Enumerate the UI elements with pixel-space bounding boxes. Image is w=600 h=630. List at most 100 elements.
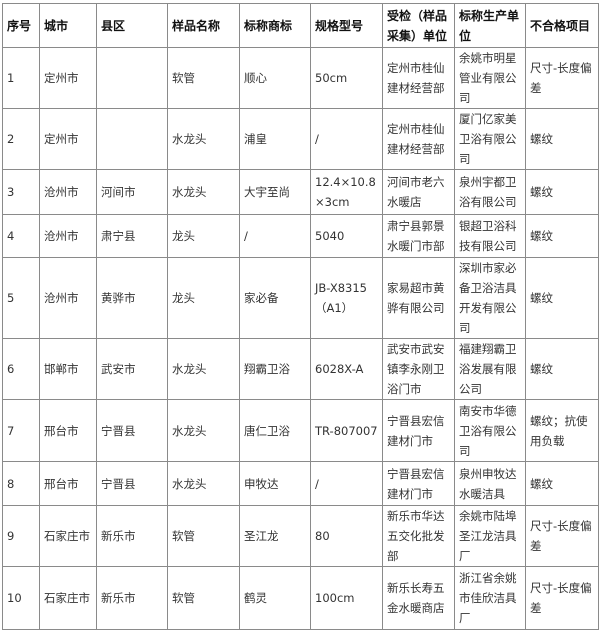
cell-serial-number: 3 <box>2 169 40 215</box>
table-row: 8 邢台市 宁晋县 水龙头 申牧达 / 宁晋县宏信建材门市 泉州申牧达水暖洁具 螺纹 <box>2 461 599 506</box>
cell-serial-number: 8 <box>2 461 40 506</box>
cell-city: 邢台市 <box>39 399 97 462</box>
cell-failed-items: 螺纹；抗使用负载 <box>525 399 599 462</box>
cell-manufacturer: 厦门亿家美卫浴有限公司 <box>454 108 526 170</box>
cell-city: 定州市 <box>39 47 97 109</box>
cell-sample-name: 软管 <box>167 566 240 630</box>
table-row: 6 邯郸市 武安市 水龙头 翔霸卫浴 6028X-A 武安市武安镇李永刚卫浴门市 福建翔霸卫浴… <box>2 338 599 400</box>
cell-district: 宁晋县 <box>96 399 168 462</box>
cell-sample-name: 水龙头 <box>167 169 240 215</box>
cell-trademark: 顺心 <box>239 47 311 109</box>
cell-inspected-unit: 肃宁县郭景水暖门市部 <box>382 214 455 258</box>
table-row: 1 定州市 软管 顺心 50cm 定州市桂仙建材经营部 余姚市明星管业有限公司 尺寸-长度偏差 <box>2 47 599 109</box>
cell-district: 肃宁县 <box>96 214 168 258</box>
cell-city: 邯郸市 <box>39 338 97 400</box>
header-serial-number: 序号 <box>2 3 40 48</box>
cell-manufacturer: 银超卫浴科技有限公司 <box>454 214 526 258</box>
cell-sample-name: 水龙头 <box>167 108 240 170</box>
cell-inspected-unit: 宁晋县宏信建材门市 <box>382 461 455 506</box>
cell-city: 沧州市 <box>39 169 97 215</box>
cell-failed-items: 螺纹 <box>525 461 599 506</box>
cell-failed-items: 螺纹 <box>525 338 599 400</box>
cell-trademark: / <box>239 214 311 258</box>
cell-model-spec: / <box>310 461 383 506</box>
cell-serial-number: 1 <box>2 47 40 109</box>
cell-sample-name: 软管 <box>167 505 240 567</box>
cell-serial-number: 4 <box>2 214 40 258</box>
table-row: 7 邢台市 宁晋县 水龙头 唐仁卫浴 TR-807007 宁晋县宏信建材门市 南安市华德卫浴有… <box>2 399 599 462</box>
cell-model-spec: 80 <box>310 505 383 567</box>
cell-city: 石家庄市 <box>39 505 97 567</box>
cell-trademark: 大宇至尚 <box>239 169 311 215</box>
cell-model-spec: 5040 <box>310 214 383 258</box>
table-row: 9 石家庄市 新乐市 软管 圣江龙 80 新乐市华达五交化批发部 余姚市陆埠圣江龙洁具厂 尺寸-… <box>2 505 599 567</box>
cell-serial-number: 9 <box>2 505 40 567</box>
cell-inspected-unit: 宁晋县宏信建材门市 <box>382 399 455 462</box>
cell-model-spec: 12.4×10.8×3cm <box>310 169 383 215</box>
cell-failed-items: 尺寸-长度偏差 <box>525 505 599 567</box>
cell-serial-number: 7 <box>2 399 40 462</box>
cell-district: 新乐市 <box>96 505 168 567</box>
header-city: 城市 <box>39 3 97 48</box>
cell-district: 黄骅市 <box>96 257 168 339</box>
cell-manufacturer: 泉州申牧达水暖洁具 <box>454 461 526 506</box>
cell-manufacturer: 余姚市明星管业有限公司 <box>454 47 526 109</box>
table-row: 3 沧州市 河间市 水龙头 大宇至尚 12.4×10.8×3cm 河间市老六水暖店 泉州宇都卫… <box>2 169 599 215</box>
cell-inspected-unit: 家易超市黄骅有限公司 <box>382 257 455 339</box>
cell-failed-items: 螺纹 <box>525 169 599 215</box>
header-failed-items: 不合格项目 <box>525 3 599 48</box>
cell-sample-name: 水龙头 <box>167 461 240 506</box>
table-row: 10 石家庄市 新乐市 软管 鹤灵 100cm 新乐长寿五金水暖商店 浙江省余姚市佳欣洁具厂尺… <box>2 566 599 630</box>
cell-trademark: 家必备 <box>239 257 311 339</box>
cell-serial-number: 10 <box>2 566 40 630</box>
cell-manufacturer: 南安市华德卫浴有限公司 <box>454 399 526 462</box>
cell-trademark: 翔霸卫浴 <box>239 338 311 400</box>
inspection-results-table: 序号 城市 县区 样品名称 标称商标 规格型号 受检（样品采集）单位 标称生产单位 不合格项目 … <box>2 3 599 630</box>
cell-failed-items: 螺纹 <box>525 214 599 258</box>
cell-trademark: 圣江龙 <box>239 505 311 567</box>
cell-city: 沧州市 <box>39 214 97 258</box>
cell-sample-name: 龙头 <box>167 214 240 258</box>
cell-manufacturer: 浙江省余姚市佳欣洁具厂 <box>454 566 526 630</box>
header-inspected-unit: 受检（样品采集）单位 <box>382 3 455 48</box>
header-district: 县区 <box>96 3 168 48</box>
table-row: 2 定州市 水龙头 浦皇 / 定州市桂仙建材经营部 厦门亿家美卫浴有限公司 螺纹 <box>2 108 599 170</box>
cell-manufacturer: 余姚市陆埠圣江龙洁具厂 <box>454 505 526 567</box>
cell-trademark: 唐仁卫浴 <box>239 399 311 462</box>
cell-city: 沧州市 <box>39 257 97 339</box>
cell-city: 石家庄市 <box>39 566 97 630</box>
cell-model-spec: TR-807007 <box>310 399 383 462</box>
cell-district: 河间市 <box>96 169 168 215</box>
header-trademark: 标称商标 <box>239 3 311 48</box>
table-row: 5 沧州市 黄骅市 龙头 家必备 JB-X8315（A1） 家易超市黄骅有限公司 深圳市家必备… <box>2 257 599 339</box>
cell-sample-name: 水龙头 <box>167 338 240 400</box>
cell-district: 新乐市 <box>96 566 168 630</box>
cell-serial-number: 2 <box>2 108 40 170</box>
cell-inspected-unit: 定州市桂仙建材经营部 <box>382 47 455 109</box>
cell-inspected-unit: 新乐市华达五交化批发部 <box>382 505 455 567</box>
cell-district: 武安市 <box>96 338 168 400</box>
header-sample-name: 样品名称 <box>167 3 240 48</box>
cell-manufacturer: 福建翔霸卫浴发展有限公司 <box>454 338 526 400</box>
cell-district <box>96 47 168 109</box>
cell-model-spec: 50cm <box>310 47 383 109</box>
cell-trademark: 申牧达 <box>239 461 311 506</box>
cell-inspected-unit: 武安市武安镇李永刚卫浴门市 <box>382 338 455 400</box>
cell-model-spec: JB-X8315（A1） <box>310 257 383 339</box>
header-row: 序号 城市 县区 样品名称 标称商标 规格型号 受检（样品采集）单位 标称生产单位 不合格项目 <box>2 3 599 48</box>
cell-city: 邢台市 <box>39 461 97 506</box>
cell-failed-items: 螺纹 <box>525 108 599 170</box>
cell-trademark: 浦皇 <box>239 108 311 170</box>
cell-trademark: 鹤灵 <box>239 566 311 630</box>
cell-failed-items: 螺纹 <box>525 257 599 339</box>
cell-sample-name: 软管 <box>167 47 240 109</box>
cell-serial-number: 5 <box>2 257 40 339</box>
cell-sample-name: 龙头 <box>167 257 240 339</box>
cell-serial-number: 6 <box>2 338 40 400</box>
cell-manufacturer: 深圳市家必备卫浴洁具开发有限公司 <box>454 257 526 339</box>
cell-model-spec: 100cm <box>310 566 383 630</box>
table-row: 4 沧州市 肃宁县 龙头/5040 肃宁县郭景水暖门市部 银超卫浴科技有限公司 螺纹 <box>2 214 599 258</box>
cell-sample-name: 水龙头 <box>167 399 240 462</box>
cell-failed-items: 尺寸-长度偏差 <box>525 47 599 109</box>
cell-city: 定州市 <box>39 108 97 170</box>
